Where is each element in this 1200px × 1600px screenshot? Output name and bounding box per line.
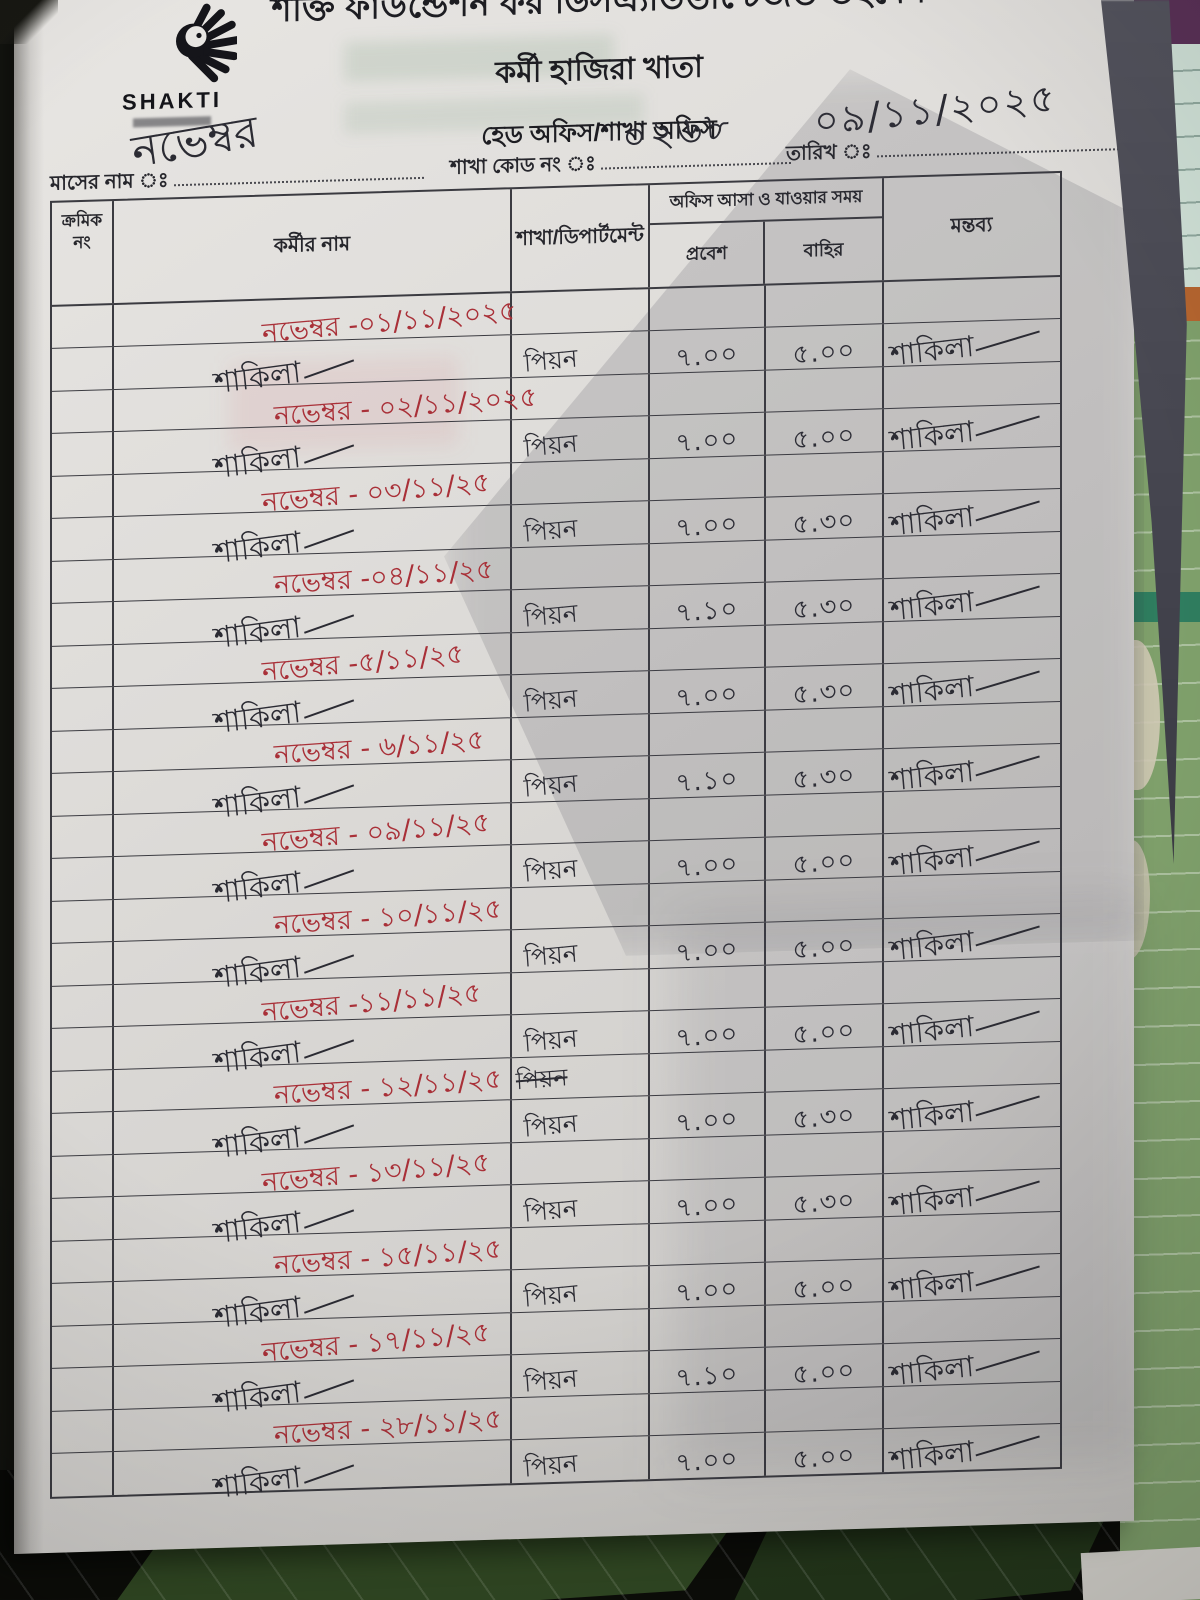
- serial-cell: [52, 1282, 114, 1326]
- serial-cell: [52, 1367, 114, 1411]
- serial-cell: [52, 645, 114, 688]
- serial-cell: [52, 1325, 114, 1368]
- department-cell: পিয়ন: [512, 1181, 650, 1228]
- serial-cell: [52, 1112, 114, 1156]
- serial-cell: [52, 1070, 114, 1113]
- serial-cell: [52, 347, 114, 391]
- handwritten-branch-code: ০২৬৮: [620, 103, 735, 160]
- department-cell: [512, 1224, 650, 1270]
- notebook-sheet: SHAKTI শক্তি ফাউন্ডেশন ফর ডিসএ্যাডভান্টে…: [14, 0, 1144, 1555]
- department-cell: পিয়ন: [512, 1351, 650, 1398]
- serial-cell: [52, 560, 114, 603]
- serial-cell: [52, 517, 114, 561]
- dark-corner: [0, 0, 58, 44]
- shakti-logo-icon: [176, 3, 241, 83]
- handwritten-struck-department: পিয়ন: [515, 1063, 569, 1096]
- serial-cell: [52, 687, 114, 731]
- side-page-fragment: াদ: [1146, 298, 1175, 315]
- serial-cell: [52, 730, 114, 773]
- serial-cell: [52, 432, 114, 476]
- side-page-fragment: 0%: [1146, 156, 1171, 175]
- department-cell: পিয়ন: [512, 1054, 650, 1100]
- handwritten-department: পিয়ন: [522, 1448, 579, 1483]
- page-gutter-shading: [14, 0, 44, 1555]
- department-cell: পিয়ন: [512, 1011, 650, 1058]
- department-cell: [512, 1139, 650, 1185]
- serial-cell: [52, 1240, 114, 1283]
- header-branch-department: শাখা/ডিপার্টমেন্ট: [512, 185, 650, 292]
- serial-cell: [52, 602, 114, 646]
- department-cell: [512, 969, 650, 1015]
- header-employee-name: কর্মীর নাম: [114, 189, 512, 304]
- serial-cell: [52, 772, 114, 816]
- serial-cell: [52, 942, 114, 986]
- serial-cell: [52, 475, 114, 518]
- branch-code-label: শাখা কোড নং ঃ: [450, 152, 596, 180]
- serial-cell: [52, 900, 114, 943]
- paper-scrap: [1080, 1546, 1200, 1600]
- serial-cell: [52, 985, 114, 1028]
- department-cell: [512, 1309, 650, 1355]
- side-page-fragment: %: [1154, 86, 1170, 105]
- serial-cell: [52, 1410, 114, 1453]
- serial-cell: [52, 1452, 114, 1497]
- department-cell: পিয়ন: [512, 1266, 650, 1313]
- serial-cell: [52, 857, 114, 901]
- department-cell: [512, 289, 650, 335]
- shakti-logo: SHAKTI: [102, 1, 242, 128]
- serial-cell: [52, 1155, 114, 1198]
- department-cell: [512, 1394, 650, 1440]
- serial-cell: [52, 1197, 114, 1241]
- serial-cell: [52, 390, 114, 433]
- header-serial-no: ক্রমিক নং: [52, 201, 114, 305]
- department-cell: পিয়ন: [512, 1096, 650, 1143]
- department-cell: পিয়ন: [512, 1436, 650, 1484]
- side-page-fragment: 0%: [1146, 120, 1171, 139]
- serial-cell: [52, 1027, 114, 1071]
- serial-cell: [52, 305, 114, 348]
- serial-cell: [52, 815, 114, 858]
